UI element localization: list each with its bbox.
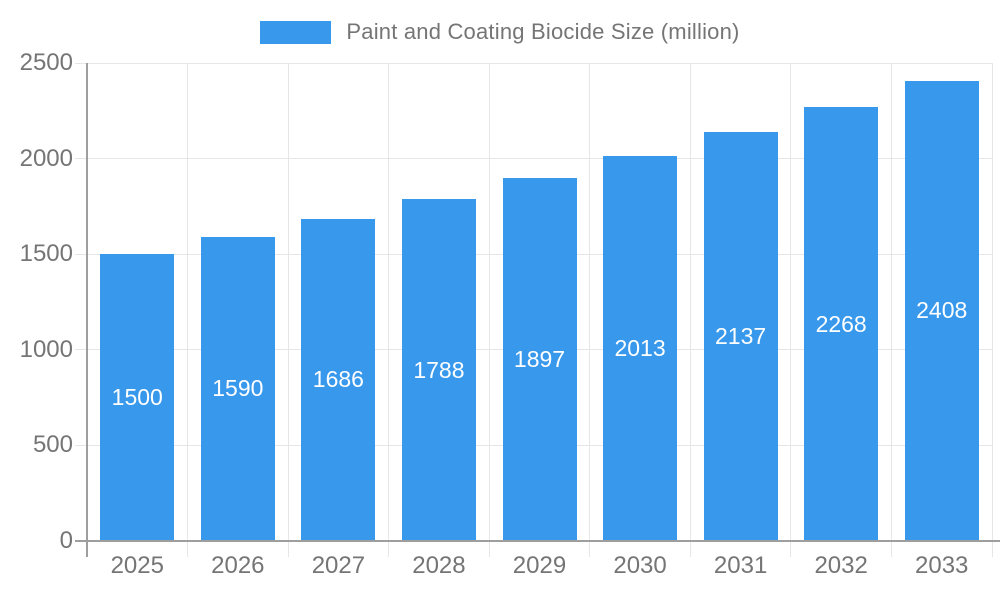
x-axis-label: 2033 — [915, 552, 969, 579]
bar-value-label: 1788 — [413, 356, 465, 383]
bar[interactable]: 1897 — [502, 178, 577, 541]
x-axis-label: 2027 — [311, 552, 366, 579]
bar-value-label: 1897 — [513, 346, 566, 373]
x-axis-label: 2030 — [613, 552, 667, 579]
x-gridline — [488, 63, 490, 557]
y-axis-tick — [75, 253, 87, 255]
x-gridline — [890, 63, 892, 557]
plot-area: 0 500 1000 1500 2000 2500 1500 2025 1590 2026 1686… — [20, 49, 1000, 579]
bar[interactable]: 2137 — [703, 132, 778, 541]
bar-value-label: 1686 — [312, 366, 364, 393]
y-gridline — [87, 62, 992, 64]
chart-legend[interactable]: Paint and Coating Biocide Size (million) — [0, 19, 1000, 45]
bar-value-label: 2408 — [916, 297, 968, 324]
y-gridline — [87, 158, 992, 160]
x-gridline — [991, 63, 993, 557]
x-axis-label: 2032 — [814, 552, 868, 579]
bar-value-label: 2137 — [715, 323, 767, 350]
y-axis-tick — [75, 62, 87, 64]
x-axis-label: 2029 — [512, 552, 567, 579]
x-gridline — [187, 63, 189, 557]
y-axis-label: 1500 — [19, 240, 73, 268]
x-axis-label: 2026 — [211, 552, 265, 579]
bar-value-label: 2268 — [815, 310, 867, 337]
y-axis-tick — [75, 349, 87, 351]
y-axis-tick — [75, 444, 87, 446]
bar[interactable]: 1686 — [301, 218, 376, 541]
bar[interactable]: 2408 — [904, 80, 979, 541]
y-axis-label: 1000 — [19, 335, 73, 363]
x-axis-line — [75, 540, 1000, 542]
bar[interactable]: 2013 — [603, 156, 678, 541]
x-gridline — [790, 63, 792, 557]
x-gridline — [287, 63, 289, 557]
bar-value-label: 2013 — [614, 335, 666, 362]
bar[interactable]: 1500 — [100, 254, 175, 541]
x-gridline — [589, 63, 591, 557]
y-axis-line — [86, 63, 88, 557]
bar[interactable]: 1788 — [401, 199, 476, 541]
y-axis-label: 500 — [32, 431, 73, 459]
bar[interactable]: 1590 — [200, 236, 275, 541]
legend-label: Paint and Coating Biocide Size (million) — [346, 19, 740, 44]
bar-value-label: 1500 — [111, 384, 163, 411]
y-axis-label: 2500 — [19, 49, 73, 76]
y-axis-label: 0 — [59, 527, 73, 554]
x-gridline — [689, 63, 691, 557]
x-axis-label: 2028 — [412, 552, 466, 579]
y-axis-tick — [75, 158, 87, 160]
bar[interactable]: 2268 — [804, 107, 879, 541]
x-gridline — [388, 63, 390, 557]
x-axis-label: 2025 — [110, 552, 164, 579]
legend-swatch — [260, 20, 332, 44]
y-axis-label: 2000 — [19, 144, 73, 172]
x-axis-label: 2031 — [713, 552, 768, 579]
bar-value-label: 1590 — [212, 375, 264, 402]
